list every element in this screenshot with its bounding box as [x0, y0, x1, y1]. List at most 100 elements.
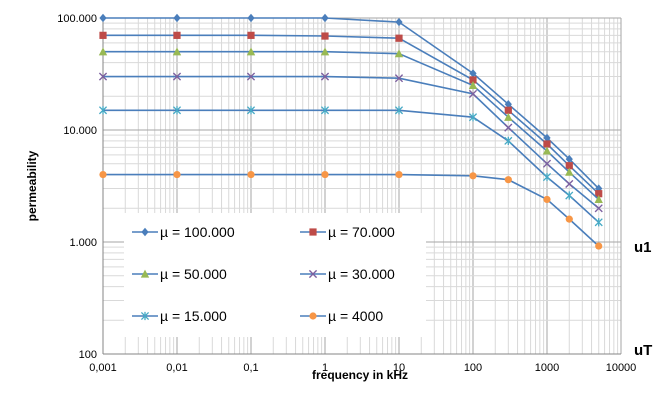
- x-tick-label: 0,1: [243, 362, 258, 374]
- data-point: [594, 195, 603, 204]
- data-point: [99, 13, 107, 23]
- data-point: [98, 72, 108, 81]
- data-point: [395, 17, 403, 27]
- x-axis-ticks: 0,001 0,01 0,1 1 10 100 1000 10000: [89, 362, 636, 374]
- data-point: [321, 32, 329, 40]
- side-label-u1: u1: [634, 239, 652, 256]
- legend-entry: µ = 70.000: [300, 224, 395, 240]
- data-point: [595, 242, 603, 250]
- legend: µ = 100.000 µ = 70.000 µ = 50.000 µ = 30.00…: [132, 224, 395, 324]
- data-point: [594, 204, 603, 213]
- data-point: [98, 106, 108, 115]
- data-point: [98, 47, 108, 56]
- series-line: [103, 50, 600, 200]
- data-point: [320, 106, 330, 115]
- legend-entry: µ = 4000: [300, 308, 383, 324]
- data-point: [308, 269, 318, 279]
- data-point: [565, 191, 574, 200]
- data-point: [395, 34, 403, 42]
- series-group: [98, 72, 603, 213]
- data-point: [543, 195, 551, 204]
- legend-entry: µ = 30.000: [300, 266, 395, 282]
- data-point: [172, 72, 182, 81]
- data-point: [394, 74, 404, 83]
- data-point: [99, 31, 107, 39]
- data-point: [173, 170, 181, 179]
- data-point: [565, 215, 573, 223]
- data-point: [321, 13, 329, 23]
- data-point: [468, 81, 478, 90]
- data-point: [321, 170, 329, 179]
- data-point: [565, 154, 573, 164]
- series-line: [103, 109, 600, 223]
- data-point: [246, 106, 256, 115]
- series-group: [99, 31, 603, 198]
- data-point: [542, 172, 552, 182]
- data-point: [309, 228, 317, 236]
- series-line: [103, 17, 600, 190]
- data-point: [594, 218, 603, 227]
- series-layer: [98, 13, 603, 250]
- data-point: [246, 47, 256, 56]
- data-point: [469, 69, 477, 78]
- data-point: [172, 106, 182, 115]
- series-group: [99, 170, 603, 250]
- data-point: [140, 269, 150, 278]
- data-point: [320, 47, 330, 56]
- x-tick-label: 10000: [606, 362, 637, 374]
- y-tick-label: 1.000: [69, 237, 97, 249]
- legend-label: µ = 30.000: [328, 266, 395, 282]
- y-tick-label: 100: [79, 349, 97, 361]
- legend-box: [124, 213, 426, 337]
- series-line: [103, 34, 600, 195]
- data-point: [504, 106, 512, 114]
- x-tick-label: 1000: [535, 362, 559, 374]
- data-point: [247, 170, 255, 179]
- data-point: [247, 13, 255, 23]
- x-tick-label: 0,01: [166, 362, 187, 374]
- data-point: [565, 162, 573, 170]
- data-point: [504, 136, 513, 145]
- data-point: [504, 123, 513, 132]
- legend-label: µ = 50.000: [160, 266, 227, 282]
- x-tick-label: 1: [322, 362, 328, 374]
- x-tick-label: 0,001: [89, 362, 117, 374]
- data-point: [565, 167, 574, 176]
- y-tick-label: 10.000: [63, 125, 97, 137]
- data-point: [173, 13, 181, 23]
- series-line: [103, 173, 600, 247]
- series-group: [98, 47, 603, 204]
- data-point: [542, 146, 552, 155]
- data-point: [468, 89, 478, 99]
- series-line: [103, 75, 600, 209]
- x-tick-label: 10: [393, 362, 405, 374]
- data-point: [468, 113, 478, 122]
- legend-entry: µ = 50.000: [132, 266, 227, 282]
- data-point: [469, 172, 477, 180]
- y-tick-label: 100.000: [57, 13, 97, 25]
- data-point: [543, 140, 551, 148]
- series-group: [99, 13, 603, 193]
- legend-label: µ = 100.000: [160, 224, 235, 240]
- y-axis-ticks: 100 1.000 10.000 100.000: [57, 13, 97, 361]
- legend-label: µ = 70.000: [328, 224, 395, 240]
- data-point: [542, 159, 552, 168]
- legend-entry: µ = 15.000: [132, 308, 227, 324]
- data-point: [246, 72, 256, 81]
- data-point: [99, 170, 107, 179]
- data-point: [173, 31, 181, 39]
- data-point: [394, 49, 404, 58]
- data-point: [140, 311, 150, 321]
- data-point: [504, 112, 513, 121]
- legend-label: µ = 15.000: [160, 308, 227, 324]
- y-axis-title: permeability: [25, 150, 39, 221]
- data-point: [394, 106, 404, 115]
- data-point: [172, 47, 182, 56]
- data-point: [320, 72, 330, 81]
- legend-label: µ = 4000: [328, 308, 383, 324]
- data-point: [504, 99, 512, 109]
- data-point: [504, 176, 512, 184]
- x-tick-label: 100: [464, 362, 482, 374]
- data-point: [565, 179, 574, 189]
